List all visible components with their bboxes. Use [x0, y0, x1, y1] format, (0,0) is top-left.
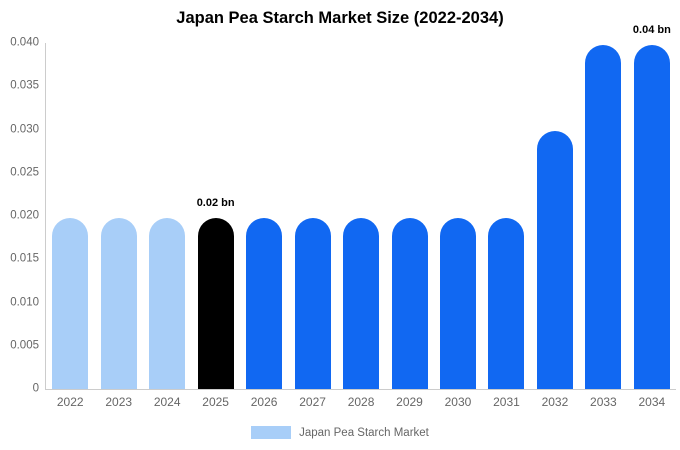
bar-slot-2033 — [579, 43, 627, 389]
x-tick-label-2026: 2026 — [250, 395, 278, 409]
x-axis-tick-labels: 2022 2023 2024 2025 2026 2027 2028 2029 2030 2031… — [46, 395, 676, 409]
bar-2026[interactable] — [246, 217, 283, 389]
y-tick-label-0.010: 0.010 — [10, 295, 39, 308]
bar-2032[interactable] — [536, 131, 573, 389]
bar-2023[interactable] — [100, 217, 137, 389]
bar-slot-2030 — [434, 43, 482, 389]
x-tick-label-2030: 2030 — [444, 395, 472, 409]
bar-slot-2024 — [143, 43, 191, 389]
x-tick-label-2034: 2034 — [638, 395, 666, 409]
x-axis-line — [45, 389, 676, 390]
x-tick-label-2027: 2027 — [299, 395, 326, 409]
x-tick-label-2024: 2024 — [153, 395, 181, 409]
bar-slot-2023 — [94, 43, 142, 389]
bar-2024[interactable] — [149, 217, 186, 389]
bar-slot-2032 — [531, 43, 579, 389]
bar-slot-2027 — [288, 43, 336, 389]
y-tick-label-0.015: 0.015 — [10, 252, 39, 265]
bar-slot-2025: 0.02 bn — [191, 43, 239, 389]
bar-2022[interactable] — [52, 217, 89, 389]
x-tick-label-2032: 2032 — [541, 395, 569, 409]
y-tick-label-0.040: 0.040 — [10, 36, 39, 49]
bar-2029[interactable] — [391, 217, 428, 389]
bar-slot-2034: 0.04 bn — [628, 24, 676, 389]
bar-2033[interactable] — [585, 44, 622, 389]
bar-slot-2026 — [240, 43, 288, 389]
x-tick-label-2028: 2028 — [347, 395, 375, 409]
legend-swatch-icon — [251, 426, 292, 439]
y-tick-label-0: 0 — [32, 382, 39, 395]
y-tick-label-0.035: 0.035 — [10, 79, 39, 92]
y-tick-label-0.030: 0.030 — [10, 122, 39, 135]
bar-2030[interactable] — [439, 217, 476, 389]
y-tick-label-0.020: 0.020 — [10, 209, 39, 222]
y-axis-line — [45, 43, 46, 389]
plot-area: 0.02 bn 0.04 bn — [46, 24, 676, 389]
bar-slot-2022 — [46, 43, 94, 389]
x-tick-label-2031: 2031 — [493, 395, 520, 409]
bar-2025[interactable] — [197, 217, 234, 389]
bar-2031[interactable] — [488, 217, 525, 389]
bar-2028[interactable] — [343, 217, 380, 389]
bar-value-label-2034: 0.04 bn — [632, 23, 671, 36]
y-tick-label-0.005: 0.005 — [10, 339, 39, 351]
x-tick-label-2033: 2033 — [590, 395, 617, 409]
x-tick-label-2025: 2025 — [202, 395, 229, 409]
x-tick-label-2022: 2022 — [56, 395, 84, 409]
legend[interactable]: Japan Pea Starch Market — [0, 426, 680, 439]
bar-2027[interactable] — [294, 217, 331, 389]
bar-slot-2028 — [337, 43, 385, 389]
bar-2034[interactable] — [633, 44, 670, 389]
x-tick-label-2023: 2023 — [105, 395, 133, 409]
chart-title: Japan Pea Starch Market Size (2022-2034) — [176, 9, 504, 27]
y-tick-label-0.025: 0.025 — [10, 166, 39, 178]
bar-slot-2031 — [482, 43, 530, 389]
legend-label: Japan Pea Starch Market — [299, 426, 429, 439]
x-tick-label-2029: 2029 — [396, 395, 423, 409]
bar-slot-2029 — [385, 43, 433, 389]
bar-value-label-2025: 0.02 bn — [196, 196, 235, 209]
